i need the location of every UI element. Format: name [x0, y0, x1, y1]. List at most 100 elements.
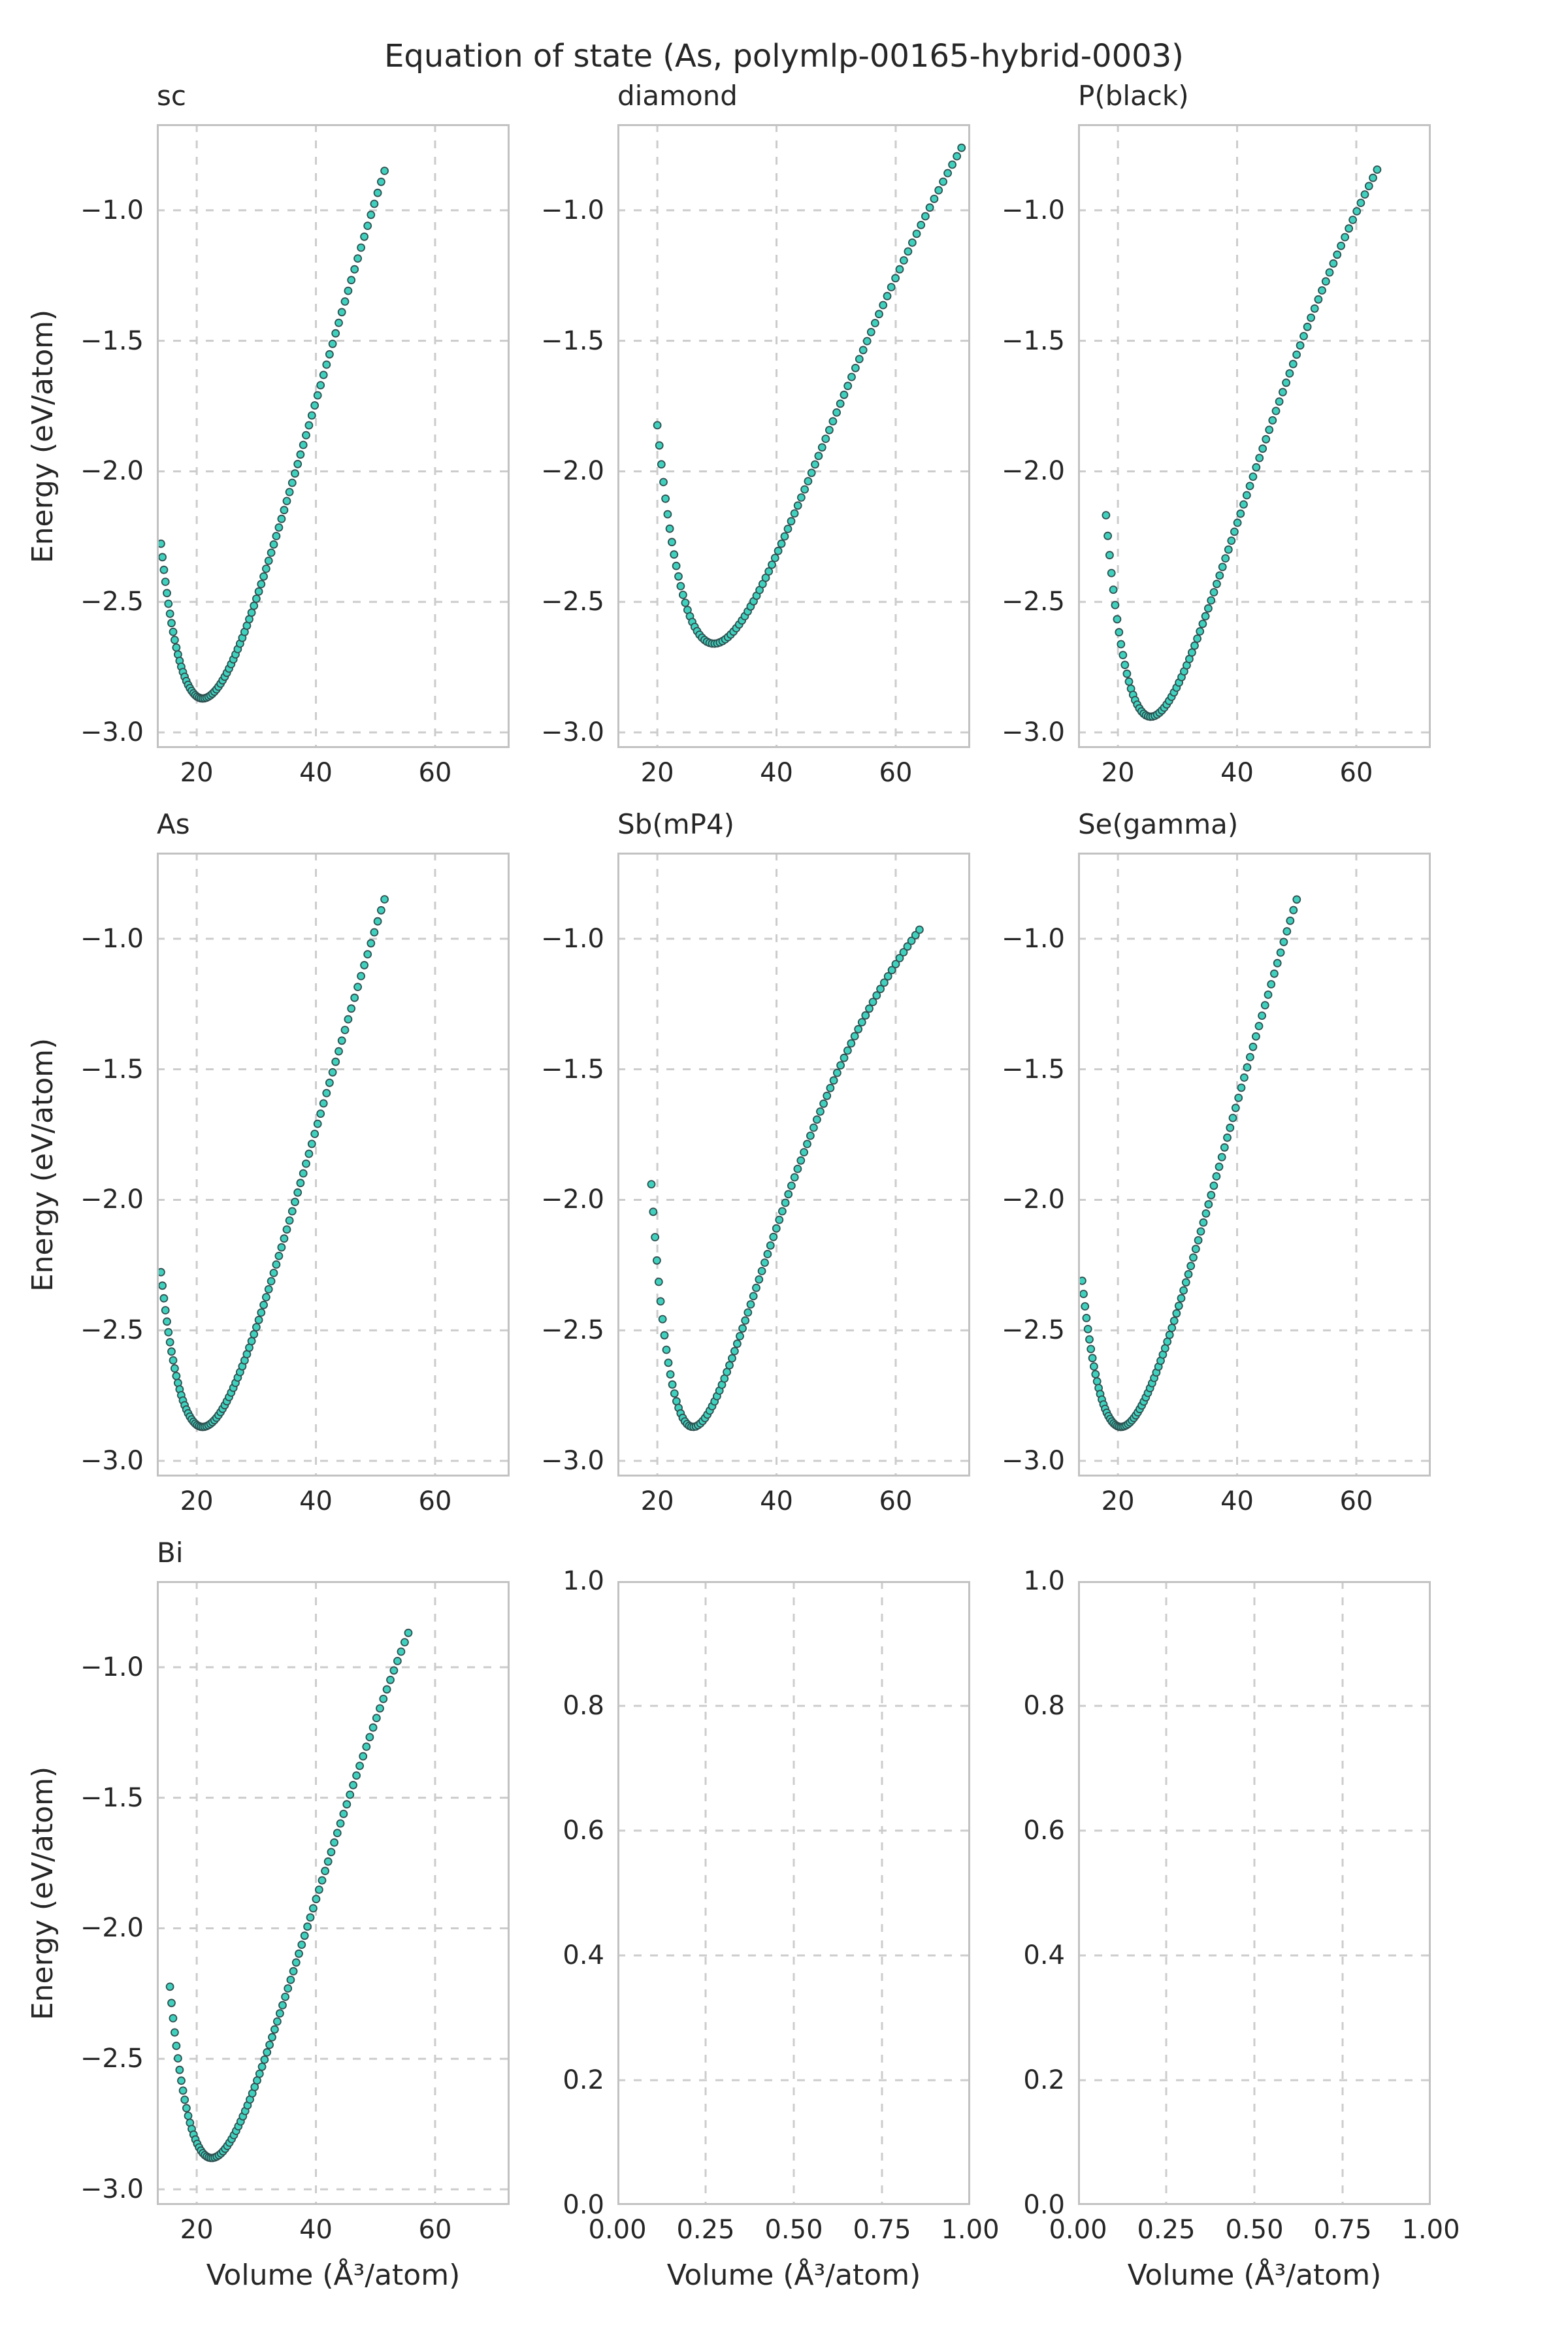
data-point — [267, 548, 276, 557]
data-point — [312, 1895, 321, 1904]
data-point — [286, 1976, 295, 1984]
data-point — [282, 1225, 291, 1234]
data-point — [854, 1024, 863, 1034]
data-point — [1268, 416, 1277, 425]
grid-lines — [617, 1581, 970, 2205]
data-point — [953, 152, 961, 161]
data-point — [353, 254, 363, 263]
data-point — [911, 931, 920, 939]
data-point — [1191, 1245, 1200, 1254]
data-point — [259, 572, 269, 581]
data-point — [178, 2086, 188, 2095]
data-point — [355, 1761, 365, 1771]
subplot-sc: sc 20 40 60 −1.0 −1.5 −2.0 −2.5 −3.0 Energy (eV/a… — [26, 80, 510, 787]
data-point — [800, 1148, 809, 1157]
data-point — [1199, 1218, 1208, 1227]
data-point — [1254, 1022, 1264, 1030]
data-point — [352, 1771, 361, 1780]
data-point — [376, 1704, 384, 1713]
data-point — [1352, 206, 1362, 216]
data-point — [875, 310, 883, 319]
y-tick-label: 0.2 — [563, 2065, 604, 2095]
data-point — [821, 434, 830, 444]
data-point — [260, 2055, 269, 2064]
data-point — [182, 2104, 191, 2113]
data-point — [1215, 571, 1224, 580]
data-point — [1249, 472, 1258, 481]
y-axis-label: Energy (eV/atom) — [25, 309, 59, 563]
data-point — [725, 1361, 734, 1370]
data-point — [930, 195, 939, 203]
data-point — [1177, 1294, 1186, 1303]
data-point — [1168, 1324, 1177, 1332]
subplot-empty: 0.00 0.25 0.50 0.75 1.00 0.0 0.2 0.4 0.6 0.8 1.0 Vo… — [1023, 1567, 1460, 2291]
data-point — [167, 1999, 176, 2008]
y-tick-label: −2.0 — [1001, 456, 1065, 487]
data-point — [257, 580, 266, 589]
data-point — [287, 1207, 297, 1216]
scatter-points — [157, 895, 389, 1431]
y-tick-label: −1.0 — [1001, 923, 1065, 954]
data-point — [325, 1078, 334, 1087]
subplot-title: As — [157, 808, 190, 840]
data-point — [659, 478, 668, 487]
data-point — [728, 1354, 736, 1363]
data-point — [1321, 277, 1330, 286]
y-tick-label: −3.0 — [1001, 1446, 1065, 1477]
scatter-points — [157, 167, 389, 703]
y-tick-label: −1.5 — [1001, 325, 1065, 356]
x-tick-label: 0.75 — [853, 2215, 911, 2245]
data-point — [1085, 1335, 1094, 1344]
axes-frame — [157, 853, 510, 1477]
data-point — [313, 1119, 322, 1128]
data-point — [1333, 250, 1342, 259]
data-point — [1267, 980, 1276, 988]
data-point — [272, 2017, 282, 2026]
data-point — [318, 1876, 327, 1885]
data-point — [1184, 1270, 1193, 1279]
data-point — [316, 1109, 325, 1119]
data-point — [360, 232, 369, 241]
data-point — [175, 2065, 184, 2074]
data-point — [302, 1159, 310, 1168]
data-point — [1217, 1152, 1226, 1162]
data-point — [770, 553, 779, 563]
subplot-p-black-: P(black) 20 40 60 −1.0 −1.5 −2.0 −2.5 −3.0 — [1002, 80, 1431, 787]
x-tick-label: 0.25 — [1137, 2215, 1196, 2245]
axes-frame — [617, 853, 970, 1477]
y-tick-label: −1.5 — [540, 1054, 604, 1085]
data-point — [1296, 341, 1305, 350]
data-point — [1243, 1063, 1252, 1072]
y-tick-label: 0.6 — [1023, 1816, 1065, 1846]
data-point — [912, 229, 921, 238]
data-point — [1237, 1083, 1246, 1092]
data-point — [158, 1281, 167, 1290]
data-point — [1292, 350, 1301, 359]
data-point — [836, 399, 845, 408]
data-point — [1286, 916, 1295, 925]
data-point — [340, 1026, 350, 1034]
data-point — [1282, 378, 1291, 387]
axes-canvas — [1078, 1581, 1431, 2205]
data-point — [344, 1015, 353, 1024]
x-tick-label: 0.50 — [1225, 2215, 1284, 2245]
data-point — [344, 286, 353, 295]
data-point — [790, 509, 799, 518]
data-point — [777, 1207, 787, 1216]
data-point — [342, 1800, 351, 1809]
data-point — [879, 301, 888, 310]
y-tick-label: −3.0 — [80, 2174, 144, 2205]
scatter-points — [653, 143, 966, 648]
data-point — [649, 1207, 658, 1217]
data-point — [1341, 233, 1350, 242]
data-point — [1230, 527, 1239, 536]
data-point — [1092, 1377, 1102, 1386]
y-tick-label: −2.5 — [1001, 587, 1065, 617]
data-point — [1251, 1032, 1260, 1041]
data-point — [787, 517, 796, 526]
x-axis-label: Volume (Å³/atom) — [206, 2259, 461, 2292]
data-point — [872, 991, 881, 1000]
data-point — [865, 1004, 874, 1013]
data-point — [363, 221, 372, 231]
data-point — [1190, 641, 1199, 650]
